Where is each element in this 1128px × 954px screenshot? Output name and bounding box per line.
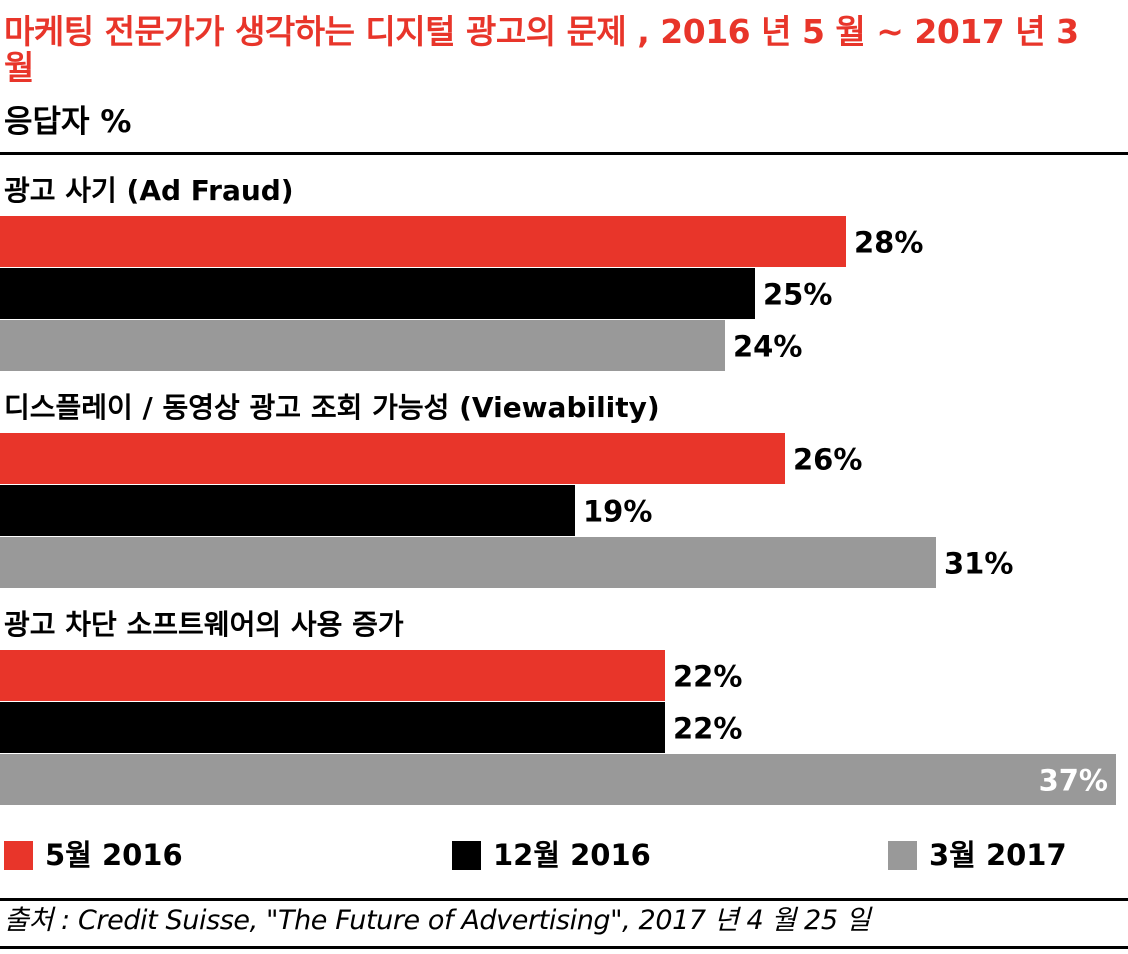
value-label-viewability-may-2016: 26% <box>793 443 862 477</box>
value-label-ad-blocking-mar-2017: 37% <box>1039 764 1108 798</box>
legend-item-dec-2016: 12월 2016 <box>452 835 651 875</box>
legend-label-mar-2017: 3월 2017 <box>929 838 1067 872</box>
category-label-ad-fraud: 광고 사기 (Ad Fraud) <box>4 174 294 207</box>
legend-label-may-2016: 5월 2016 <box>45 838 183 872</box>
legend-item-mar-2017: 3월 2017 <box>888 835 1067 875</box>
bar-ad-blocking-dec-2016 <box>0 702 665 753</box>
value-label-ad-blocking-dec-2016: 22% <box>673 712 742 746</box>
source-note: 출처 : Credit Suisse, "The Future of Adver… <box>4 905 871 936</box>
bar-chart: 광고 사기 (Ad Fraud) 28% 25% 24% 디스플레이 / 동영상 광고 … <box>0 174 1116 805</box>
bar-viewability-may-2016 <box>0 433 785 484</box>
value-label-viewability-mar-2017: 31% <box>944 547 1013 581</box>
footer-rule <box>0 946 1128 949</box>
bar-ad-blocking-may-2016 <box>0 650 665 701</box>
bar-ad-fraud-mar-2017 <box>0 320 725 371</box>
bar-viewability-mar-2017 <box>0 537 936 588</box>
value-label-ad-fraud-mar-2017: 24% <box>733 330 802 364</box>
category-label-viewability: 디스플레이 / 동영상 광고 조회 가능성 (Viewability) <box>4 391 660 424</box>
legend-swatch-dec-2016 <box>452 840 481 870</box>
chart-subtitle: 응답자 % <box>4 104 132 140</box>
bar-viewability-dec-2016 <box>0 485 575 536</box>
legend-swatch-may-2016 <box>4 840 33 870</box>
value-label-viewability-dec-2016: 19% <box>583 495 652 529</box>
value-label-ad-fraud-dec-2016: 25% <box>763 278 832 312</box>
bar-ad-fraud-may-2016 <box>0 216 846 267</box>
legend-swatch-mar-2017 <box>888 840 917 870</box>
value-label-ad-blocking-may-2016: 22% <box>673 660 742 694</box>
legend-item-may-2016: 5월 2016 <box>4 835 183 875</box>
legend-label-dec-2016: 12월 2016 <box>493 838 651 872</box>
bar-ad-fraud-dec-2016 <box>0 268 755 319</box>
bottom-rule <box>0 898 1128 901</box>
value-label-ad-fraud-may-2016: 28% <box>854 226 923 260</box>
top-rule <box>0 152 1128 155</box>
chart-title: 마케팅 전문가가 생각하는 디지털 광고의 문제 , 2016 년 5 월 ~ … <box>4 12 1079 87</box>
bar-ad-blocking-mar-2017 <box>0 754 1116 805</box>
category-label-ad-blocking: 광고 차단 소프트웨어의 사용 증가 <box>4 608 404 641</box>
